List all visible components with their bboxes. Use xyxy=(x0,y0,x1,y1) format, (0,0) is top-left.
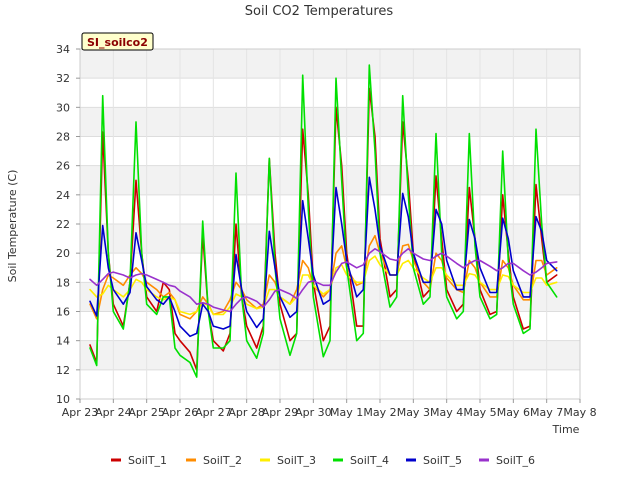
x-tick-label: Apr 26 xyxy=(162,406,199,419)
legend-item-soilt_4[interactable]: SoilT_4 xyxy=(333,454,389,467)
series-line-soilt_4 xyxy=(89,64,558,378)
series-line-soilt_6 xyxy=(89,248,558,313)
x-tick-label: Apr 27 xyxy=(195,406,232,419)
grid-band xyxy=(80,224,580,254)
series-lines xyxy=(89,64,558,378)
station-badge-box xyxy=(81,32,154,51)
y-tick-label: 18 xyxy=(56,276,70,289)
chart-title: Soil CO2 Temperatures xyxy=(245,4,394,19)
legend-label: SoilT_2 xyxy=(203,454,242,467)
x-tick-label: Apr 23 xyxy=(62,406,99,419)
legend-label: SoilT_3 xyxy=(277,454,316,467)
y-tick-label: 26 xyxy=(56,160,70,173)
x-tick-label: Apr 28 xyxy=(228,406,265,419)
y-tick-label: 32 xyxy=(56,72,70,85)
series-line-soilt_3 xyxy=(89,255,558,316)
x-tick-label: May 2 xyxy=(363,406,396,419)
grid-band xyxy=(80,165,580,195)
y-axis-label: Soil Temperature (C) xyxy=(6,170,19,283)
x-tick-label: Apr 25 xyxy=(128,406,165,419)
y-tick-label: 16 xyxy=(56,306,70,319)
x-tick-label: Apr 30 xyxy=(295,406,332,419)
station-badge-label: SI_soilco2 xyxy=(87,36,148,49)
series-line-soilt_5 xyxy=(89,176,558,338)
y-tick-label: 28 xyxy=(56,131,70,144)
x-tick-label: Apr 29 xyxy=(262,406,299,419)
x-tick-label: May 4 xyxy=(430,406,463,419)
y-tick-label: 20 xyxy=(56,247,70,260)
x-tick-label: May 5 xyxy=(463,406,496,419)
y-tick-label: 24 xyxy=(56,189,70,202)
y-tick-label: 22 xyxy=(56,218,70,231)
y-tick-label: 14 xyxy=(56,335,70,348)
legend-item-soilt_2[interactable]: SoilT_2 xyxy=(186,454,242,467)
series-line-soilt_2 xyxy=(89,234,558,320)
legend: SoilT_1 SoilT_2 SoilT_3 SoilT_4 SoilT_5 SoilT… xyxy=(111,454,535,467)
legend-item-soilt_5[interactable]: SoilT_5 xyxy=(406,454,462,467)
legend-label: SoilT_1 xyxy=(128,454,167,467)
station-badge: SI_soilco2 xyxy=(81,32,154,51)
y-tick-label: 10 xyxy=(56,393,70,406)
y-tick-label: 12 xyxy=(56,364,70,377)
x-tick-label: May 8 xyxy=(563,406,596,419)
legend-item-soilt_3[interactable]: SoilT_3 xyxy=(260,454,316,467)
y-tick-label: 30 xyxy=(56,101,70,114)
legend-item-soilt_6[interactable]: SoilT_6 xyxy=(479,454,535,467)
x-tick-label: May 1 xyxy=(330,406,363,419)
y-axis-ticks: 10 12 14 16 18 20 22 24 26 28 30 32 34 xyxy=(56,43,80,406)
x-tick-label: Apr 24 xyxy=(95,406,132,419)
legend-label: SoilT_4 xyxy=(350,454,389,467)
x-tick-label: May 7 xyxy=(530,406,563,419)
grid-band xyxy=(80,340,580,370)
legend-item-soilt_1[interactable]: SoilT_1 xyxy=(111,454,167,467)
x-tick-label: May 3 xyxy=(397,406,430,419)
legend-label: SoilT_6 xyxy=(496,454,535,467)
grid-band xyxy=(80,49,580,79)
y-tick-label: 34 xyxy=(56,43,70,56)
grid-band xyxy=(80,107,580,137)
x-tick-label: May 6 xyxy=(497,406,530,419)
legend-label: SoilT_5 xyxy=(423,454,462,467)
x-axis-label: Time xyxy=(552,423,580,436)
